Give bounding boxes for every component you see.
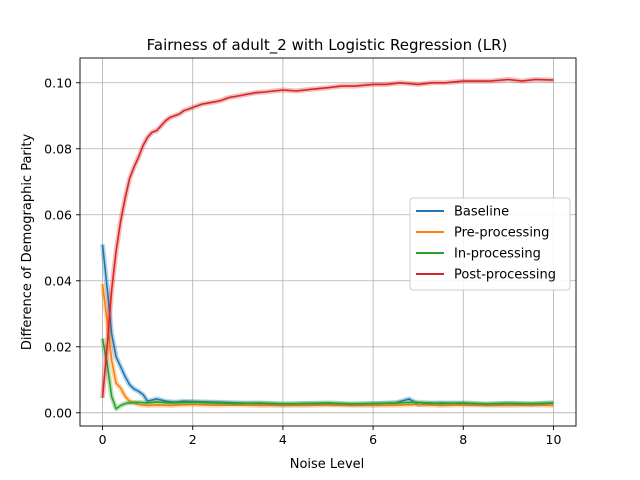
series-line-in-processing (101, 338, 554, 410)
x-tick-label: 2 (189, 432, 197, 447)
x-tick-label: 0 (99, 432, 107, 447)
y-tick-label: 0.00 (44, 405, 72, 420)
x-tick-label: 10 (546, 432, 562, 447)
chart-title: Fairness of adult_2 with Logistic Regres… (147, 36, 508, 55)
y-tick-label: 0.08 (44, 141, 72, 156)
x-tick-label: 6 (369, 432, 377, 447)
x-tick-label: 8 (459, 432, 467, 447)
legend-label-baseline: Baseline (454, 205, 509, 220)
x-axis-label: Noise Level (290, 457, 365, 472)
axes-frame (79, 57, 577, 427)
legend-label-pre-processing: Pre-processing (454, 226, 549, 241)
x-tick-label: 4 (279, 432, 287, 447)
y-tick-label: 0.02 (44, 339, 72, 354)
y-tick-label: 0.10 (44, 75, 72, 90)
legend-box (409, 197, 571, 291)
legend-label-post-processing: Post-processing (454, 268, 556, 283)
plot-area: 0 2 4 6 8 10 0.00 0.02 0.04 0.06 0.08 0.10 (44, 57, 577, 447)
series-line-pre-processing (101, 283, 554, 407)
series-line-post-processing (101, 78, 554, 398)
y-tick-label: 0.04 (44, 273, 72, 288)
legend-label-in-processing: In-processing (454, 247, 541, 262)
y-axis-label: Difference of Demographic Parity (20, 134, 35, 351)
y-tick-label: 0.06 (44, 207, 72, 222)
legend: Baseline Pre-processing In-processing Post-… (409, 197, 571, 291)
